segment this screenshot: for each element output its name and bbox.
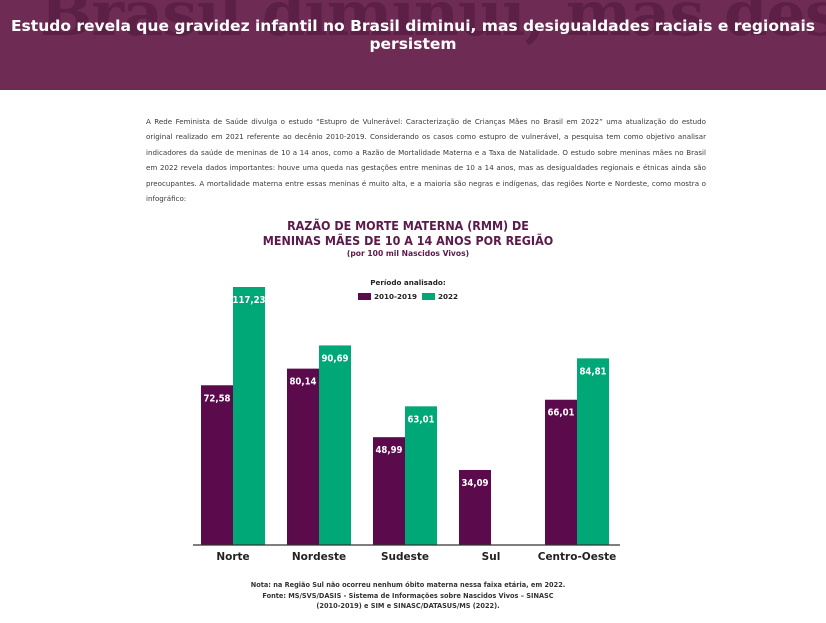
data-label-centro-oeste-2010-2019: 66,01 <box>547 408 574 419</box>
data-label-sudeste-2010-2019: 48,99 <box>375 445 402 456</box>
chart-legend: Período analisado: 2010-2019 2022 <box>340 278 476 301</box>
legend-label-2022: 2022 <box>437 292 458 301</box>
note-line-2: Fonte: MS/SVS/DASIS - Sistema de Informa… <box>262 590 554 600</box>
data-label-norte-2010-2019: 72,58 <box>203 393 230 404</box>
legend-swatch-2010-2019 <box>357 293 371 300</box>
category-label-sul: Sul <box>482 551 501 563</box>
category-label-centro-oeste: Centro-Oeste <box>538 551 617 563</box>
data-label-centro-oeste-2022: 84,81 <box>579 366 606 377</box>
article-body: A Rede Feminista de Saúde divulga o estu… <box>146 117 706 204</box>
bar-centro-oeste-2022 <box>577 358 609 545</box>
data-label-norte-2022: 117,23 <box>233 295 266 306</box>
legend-label-2010-2019: 2010-2019 <box>373 292 417 301</box>
chart-title-line-2: MENINAS MÃES DE 10 A 14 ANOS POR REGIÃO <box>262 232 554 248</box>
data-label-nordeste-2010-2019: 80,14 <box>289 377 316 388</box>
category-label-norte: Norte <box>216 551 249 563</box>
bar-nordeste-2010-2019 <box>287 368 319 545</box>
note-line-3: (2010-2019) e SIM e SINASC/DATASUS/MS (2… <box>316 601 500 611</box>
legend-swatch-2022 <box>421 293 435 300</box>
chart-note: Nota: na Região Sul não ocorreu nenhum ó… <box>200 580 616 612</box>
header-banner: Brasil diminui, mas desigualdades raciai… <box>0 0 826 90</box>
chart-title: RAZÃO DE MORTE MATERNA (RMM) DE MENINAS … <box>200 218 616 248</box>
legend-item-2010-2019: 2010-2019 <box>357 292 417 301</box>
banner-background-text: Brasil diminui, mas desigualdades raciai… <box>40 0 826 50</box>
bar-sudeste-2022 <box>405 406 437 545</box>
category-label-sudeste: Sudeste <box>381 551 429 563</box>
legend-item-2022: 2022 <box>421 292 458 301</box>
category-label-nordeste: Nordeste <box>292 551 346 563</box>
bar-nordeste-2022 <box>319 345 351 545</box>
chart-title-line-1: RAZÃO DE MORTE MATERNA (RMM) DE <box>287 218 529 233</box>
data-label-sudeste-2022: 63,01 <box>407 414 434 425</box>
page-title: Estudo revela que gravidez infantil no B… <box>10 17 816 53</box>
bar-centro-oeste-2010-2019 <box>545 399 577 545</box>
legend-title: Período analisado: <box>370 278 446 287</box>
bar-norte-2010-2019 <box>201 385 233 545</box>
chart-subtitle: (por 100 mil Nascidos Vivos) <box>346 249 470 258</box>
bar-norte-2022 <box>233 287 265 545</box>
data-label-sul-2010-2019: 34,09 <box>461 478 488 489</box>
data-label-nordeste-2022: 90,69 <box>321 353 348 364</box>
bar-sudeste-2010-2019 <box>373 437 405 545</box>
note-line-1: Nota: na Região Sul não ocorreu nenhum ó… <box>250 580 566 589</box>
bar-sul-2010-2019 <box>459 469 491 545</box>
